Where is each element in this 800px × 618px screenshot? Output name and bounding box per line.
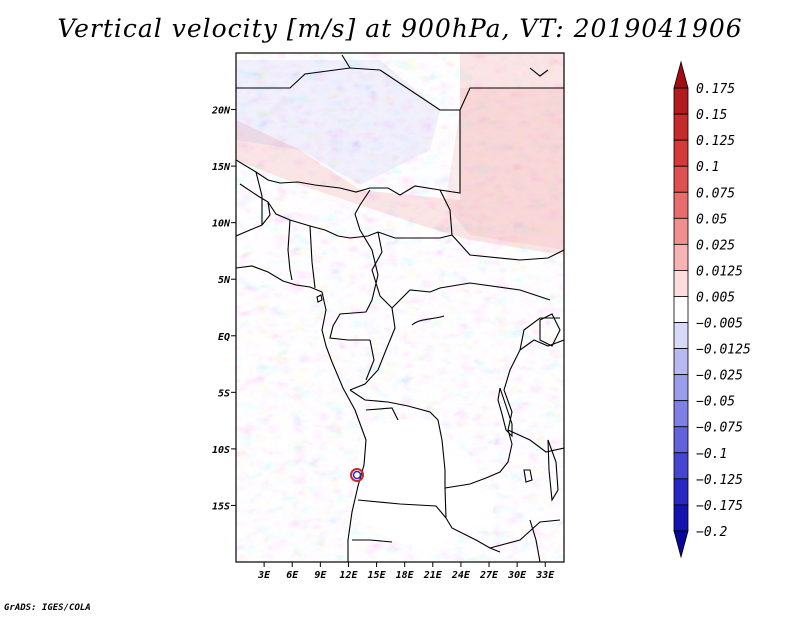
y-tick-label-3: 5N [218,275,231,286]
chart-title: Vertical velocity [m/s] at 900hPa, VT: 2… [57,14,743,43]
y-tick-label-4: EQ [218,332,230,343]
colorbar-label-15: −0.125 [696,473,743,488]
colorbar-label-11: −0.025 [696,369,743,384]
map-borders [236,54,564,562]
colorbar-swatch-11 [673,348,689,376]
y-tick-label-5: 5S [218,388,230,399]
colorbar-swatch-4 [673,165,689,193]
colorbar-label-10: −0.0125 [696,343,751,358]
x-tick-label-10: 33E [535,570,555,581]
colorbar-swatch-13 [673,400,689,428]
colorbar-swatch-15 [673,452,689,480]
colorbar-label-8: 0.005 [696,290,735,305]
x-tick-label-0: 3E [257,570,271,581]
colorbar-label-0: 0.175 [696,82,735,97]
colorbar-label-6: 0.025 [696,238,735,253]
colorbar-label-7: 0.0125 [696,264,743,279]
coastal-feature [350,468,364,482]
colorbar-swatch-7 [673,243,689,271]
colorbar-label-9: −0.005 [696,317,743,332]
colorbar-swatch-17 [673,504,689,532]
colorbar-label-1: 0.15 [696,108,727,123]
y-tick-label-0: 20N [211,106,231,117]
colorbar-swatch-3 [673,139,689,167]
colorbar-swatch-14 [673,426,689,454]
y-tick-label-1: 15N [212,162,231,173]
x-tick-label-8: 27E [479,570,499,581]
y-tick-label-6: 10S [212,445,230,456]
x-tick-label-4: 15E [368,570,387,581]
colorbar-swatch-8 [673,270,689,297]
colorbar-swatch-6 [673,217,689,245]
colorbar-label-3: 0.1 [696,160,719,175]
x-tick-label-9: 30E [507,570,527,581]
colorbar-swatch-5 [673,191,689,219]
x-tick-label-2: 9E [314,570,327,581]
colorbar-swatch-16 [673,478,689,506]
colorbar-label-2: 0.125 [696,134,735,149]
x-tick-label-5: 18E [396,570,415,581]
map-field [236,53,564,562]
colorbar-label-16: −0.175 [696,499,743,514]
colorbar-swatch-0 [673,60,689,89]
x-tick-label-3: 12E [339,570,358,581]
colorbar-swatch-9 [673,296,689,323]
y-tick-label-7: 15S [212,501,230,512]
colorbar-swatch-2 [673,113,689,141]
y-axis: 20N 15N 10N 5N EQ 5S 10S 15S [211,106,236,512]
colorbar-swatch-10 [673,322,689,349]
colorbar-label-4: 0.075 [696,186,735,201]
x-tick-label-1: 6E [286,570,299,581]
x-axis: 3E 6E 9E 12E 15E 18E 21E 24E 27E 30E 33E [257,562,555,581]
colorbar-label-5: 0.05 [696,212,727,227]
y-tick-label-2: 10N [212,219,231,230]
colorbar-swatch-1 [673,87,689,115]
plot-frame [235,52,565,563]
colorbar-swatch-12 [673,374,689,402]
colorbar-label-17: −0.2 [696,525,727,540]
x-tick-label-6: 21E [423,570,443,581]
colorbar: 0.175 0.15 0.125 0.1 0.075 0.05 0.025 0.0125 0.0… [673,60,751,559]
colorbar-label-14: −0.1 [696,447,727,462]
grads-credit: GrADS: IGES/COLA [4,603,91,613]
colorbar-swatch-18 [673,530,689,559]
x-tick-label-7: 24E [451,570,471,581]
colorbar-label-13: −0.075 [696,421,743,436]
colorbar-label-12: −0.05 [696,395,735,410]
